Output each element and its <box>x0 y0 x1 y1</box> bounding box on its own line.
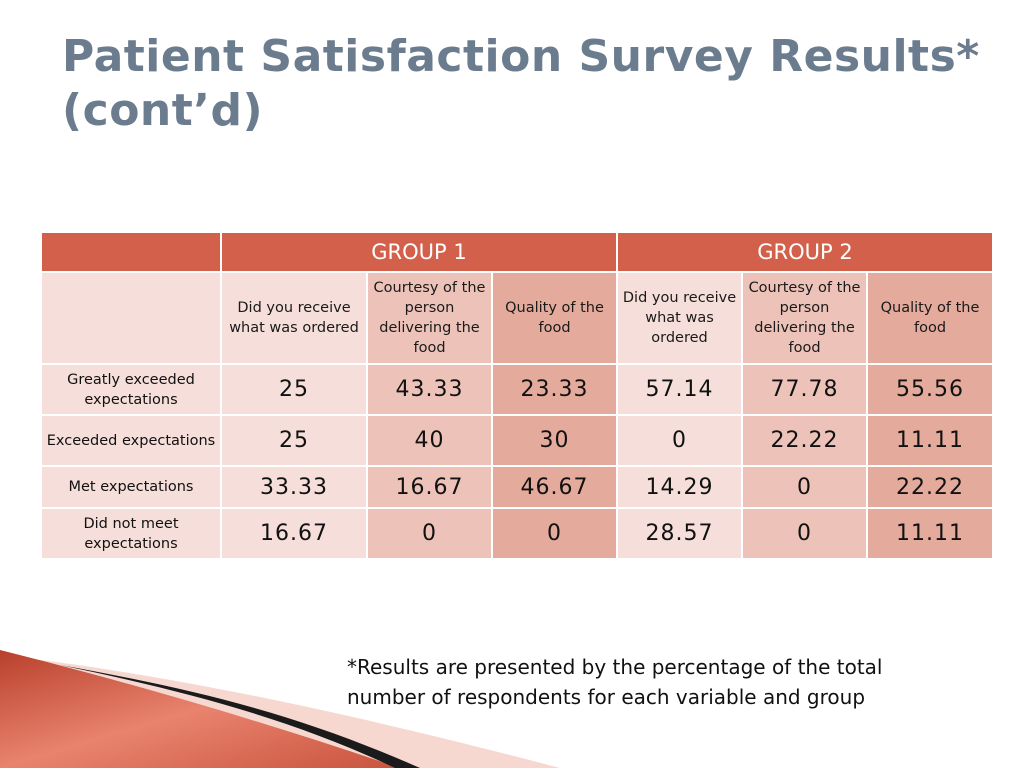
swoosh-red-band <box>0 650 400 768</box>
row-label: Greatly exceeded expectations <box>40 363 222 416</box>
table-cell: 25 <box>220 363 368 416</box>
table-cell: 46.67 <box>490 465 619 509</box>
table-cell: 25 <box>220 414 368 467</box>
title-line-2: (cont’d) <box>62 85 264 136</box>
table-cell: 43.33 <box>366 363 493 416</box>
table-cell: 14.29 <box>616 465 744 509</box>
question-header-row: Did you receive what was ordered Courtes… <box>40 271 995 365</box>
table-cell: 22.22 <box>741 414 869 467</box>
table-cell: 16.67 <box>220 507 368 560</box>
question-header: Courtesy of the person delivering the fo… <box>741 271 869 365</box>
question-header: Quality of the food <box>866 271 995 365</box>
corner-header-cell <box>40 231 222 273</box>
row-label: Exceeded expectations <box>40 414 222 467</box>
swoosh-dark-stripe <box>60 665 420 768</box>
group-1-header: GROUP 1 <box>219 231 619 273</box>
slide-title: Patient Satisfaction Survey Results* (co… <box>62 30 1002 138</box>
table-cell: 40 <box>366 414 493 467</box>
table-cell: 77.78 <box>741 363 869 416</box>
group-header-row: GROUP 1 GROUP 2 <box>40 231 995 273</box>
table-cell: 16.67 <box>366 465 493 509</box>
question-header: Did you receive what was ordered <box>616 271 744 365</box>
table-cell: 28.57 <box>616 507 744 560</box>
group-2-header: GROUP 2 <box>616 231 995 273</box>
table-cell: 33.33 <box>220 465 368 509</box>
table-cell: 11.11 <box>866 414 995 467</box>
table-cell: 0 <box>490 507 619 560</box>
question-header: Quality of the food <box>490 271 619 365</box>
table-cell: 0 <box>366 507 493 560</box>
table-row: Did not meet expectations 16.67 0 0 28.5… <box>40 507 995 560</box>
table-cell: 22.22 <box>866 465 995 509</box>
table-cell: 23.33 <box>490 363 619 416</box>
blank-label-cell <box>40 271 222 365</box>
row-label: Did not meet expectations <box>40 507 222 560</box>
table-cell: 0 <box>741 507 869 560</box>
table-cell: 30 <box>490 414 619 467</box>
question-header: Did you receive what was ordered <box>220 271 368 365</box>
table-row: Greatly exceeded expectations 25 43.33 2… <box>40 363 995 416</box>
footnote-line-1: *Results are presented by the percentage… <box>347 655 883 679</box>
table-cell: 0 <box>616 414 744 467</box>
footnote: *Results are presented by the percentage… <box>347 652 1017 712</box>
table-row: Met expectations 33.33 16.67 46.67 14.29… <box>40 465 995 509</box>
table-cell: 0 <box>741 465 869 509</box>
table-row: Exceeded expectations 25 40 30 0 22.22 1… <box>40 414 995 467</box>
title-line-1: Patient Satisfaction Survey Results* <box>62 31 980 82</box>
row-label: Met expectations <box>40 465 222 509</box>
table-cell: 57.14 <box>616 363 744 416</box>
table-cell: 11.11 <box>866 507 995 560</box>
footnote-line-2: number of respondents for each variable … <box>347 685 866 709</box>
table-cell: 55.56 <box>866 363 995 416</box>
question-header: Courtesy of the person delivering the fo… <box>366 271 493 365</box>
survey-results-table: GROUP 1 GROUP 2 Did you receive what was… <box>40 231 995 560</box>
